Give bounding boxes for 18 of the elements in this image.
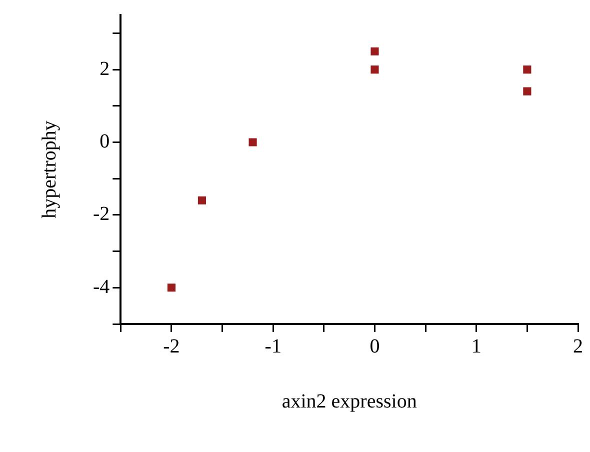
y-tick-label: 2 (100, 58, 110, 80)
x-tick-label: 1 (471, 335, 482, 358)
point (370, 65, 379, 74)
point (198, 196, 206, 204)
y-tick-label: -4 (92, 276, 110, 298)
point (248, 138, 257, 146)
point (167, 284, 176, 292)
x-tick-label: -2 (163, 335, 180, 358)
point (370, 47, 379, 56)
point (523, 65, 532, 74)
point (523, 87, 532, 96)
y-axis-title: hypertrophy (38, 120, 60, 218)
y-tick-label: -2 (92, 203, 110, 226)
x-axis-title: axin2 expression (282, 390, 417, 412)
y-tick-label: 0 (100, 130, 110, 152)
x-tick-label: 2 (573, 335, 583, 358)
x-tick-label: -1 (264, 335, 282, 358)
x-tick-label: 0 (370, 335, 380, 358)
